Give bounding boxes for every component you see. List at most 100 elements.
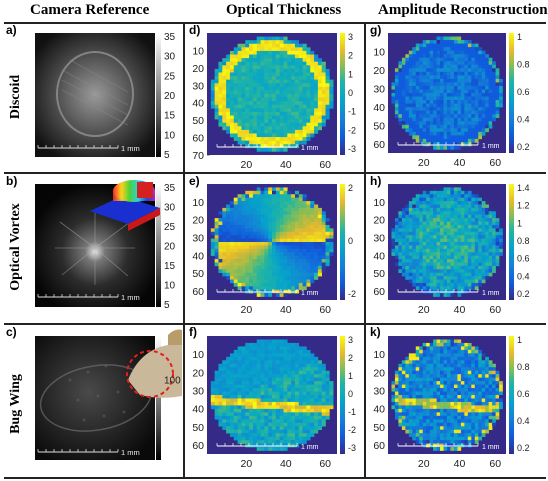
x-tick-label: 40: [454, 458, 466, 470]
panel-label-d: d): [189, 23, 201, 37]
y-tick-label: 40: [373, 404, 385, 416]
colorbar-tick-label: 100: [164, 375, 181, 386]
colorbar-tick-label: 0.2: [517, 142, 530, 152]
y-tick-label: 20: [373, 367, 385, 379]
colorbar-tick-label: 3: [348, 335, 353, 345]
colorbar: [340, 33, 345, 155]
y-tick-label: 10: [373, 349, 385, 361]
scale-bar-label: 1 mm: [301, 444, 319, 451]
heatmap-h: 1 mm 10 20 30 40 50 60 20 40 60 1.4 1.2 1 0.8 0.6 0.4 0.…: [373, 183, 529, 316]
colorbar-tick-label: 5: [164, 300, 170, 311]
colorbar-tick-label: 2: [348, 183, 353, 193]
y-tick-label: 10: [373, 46, 385, 58]
colorbar-tick-label: 10: [164, 281, 176, 292]
x-tick-label: 40: [280, 159, 292, 171]
x-tick-label: 60: [489, 157, 501, 169]
y-tick-label: 30: [192, 385, 204, 397]
colorbar-tick-label: 1: [517, 218, 522, 228]
panel-label-b: b): [6, 174, 18, 188]
panel-label-f: f): [189, 325, 197, 339]
y-tick-label: 60: [373, 286, 385, 298]
y-tick-label: 50: [373, 268, 385, 280]
colorbar-tick-label: 20: [164, 91, 176, 102]
scale-bar-label: 1 mm: [301, 145, 319, 152]
colorbar: [509, 336, 514, 454]
divider-top: [4, 22, 546, 24]
colorbar-tick-label: 1: [348, 69, 353, 79]
y-tick-label: 60: [192, 440, 204, 452]
y-tick-label: 30: [373, 83, 385, 95]
colorbar-b: [156, 184, 161, 307]
panel-label-a: a): [6, 23, 17, 37]
y-tick-label: 10: [192, 197, 204, 209]
x-tick-label: 20: [418, 458, 430, 470]
y-tick-label: 20: [192, 367, 204, 379]
panel-label-h: h): [370, 174, 382, 188]
y-tick-label: 60: [192, 286, 204, 298]
y-tick-label: 30: [373, 385, 385, 397]
colorbar-tick-label: 0.2: [517, 289, 530, 299]
y-tick-label: 50: [192, 115, 204, 127]
y-tick-label: 30: [192, 80, 204, 92]
colorbar-tick-label: 0.8: [517, 362, 530, 372]
colorbar-tick-label: 35: [164, 183, 176, 194]
y-tick-label: 70: [192, 150, 204, 162]
colorbar-tick-label: -2: [348, 425, 356, 435]
colorbar-tick-label: 0.6: [517, 87, 530, 97]
colorbar-tick-label: 0: [348, 389, 353, 399]
x-tick-label: 20: [241, 159, 253, 171]
colorbar-tick-label: 1: [517, 335, 522, 345]
colorbar-tick-label: 0.6: [517, 254, 530, 264]
colorbar-tick-label: 0.8: [517, 60, 530, 70]
colorbar-tick-label: 0.8: [517, 236, 530, 246]
colorbar-a: [156, 33, 161, 157]
x-tick-label: 60: [489, 458, 501, 470]
y-tick-label: 60: [373, 440, 385, 452]
colorbar-tick-label: -1: [348, 107, 356, 117]
colorbar-tick-label: 2: [348, 353, 353, 363]
scale-bar-label: 1 mm: [482, 143, 500, 150]
y-tick-label: 20: [373, 215, 385, 227]
colorbar-tick-label: 25: [164, 222, 176, 233]
colorbar-tick-label: 15: [164, 261, 176, 272]
x-tick-label: 40: [280, 458, 292, 470]
x-tick-label: 40: [454, 157, 466, 169]
scale-bar-label: 1 mm: [121, 144, 140, 153]
y-tick-label: 40: [192, 98, 204, 110]
colorbar-tick-label: 1: [517, 32, 522, 42]
y-tick-label: 40: [373, 102, 385, 114]
colorbar-tick-label: 1: [348, 371, 353, 381]
x-tick-label: 20: [241, 458, 253, 470]
panel-label-e: e): [189, 174, 200, 188]
colorbar-tick-label: -3: [348, 443, 356, 453]
x-tick-label: 60: [319, 458, 331, 470]
colorbar-tick-label: 0.4: [517, 115, 530, 125]
colorbar-tick-label: 1.2: [517, 201, 530, 211]
colorbar: [509, 184, 514, 300]
x-tick-label: 40: [280, 304, 292, 316]
colorbar-tick-label: -3: [348, 144, 356, 154]
colorbar-tick-label: 0: [348, 236, 353, 246]
x-tick-label: 20: [418, 304, 430, 316]
y-tick-label: 10: [373, 197, 385, 209]
scale-bar-label: 1 mm: [121, 448, 140, 457]
colorbar-tick-label: 0: [348, 88, 353, 98]
divider-bottom: [4, 477, 546, 479]
y-tick-label: 20: [192, 215, 204, 227]
vortex-inset-icon: [90, 180, 160, 231]
y-tick-label: 10: [192, 349, 204, 361]
y-tick-label: 20: [373, 65, 385, 77]
y-tick-label: 40: [192, 404, 204, 416]
y-tick-label: 50: [192, 268, 204, 280]
panel-label-g: g): [370, 23, 382, 37]
y-tick-label: 30: [373, 233, 385, 245]
y-tick-label: 50: [192, 422, 204, 434]
colorbar-tick-label: 2: [348, 51, 353, 61]
divider-row2: [4, 323, 546, 325]
